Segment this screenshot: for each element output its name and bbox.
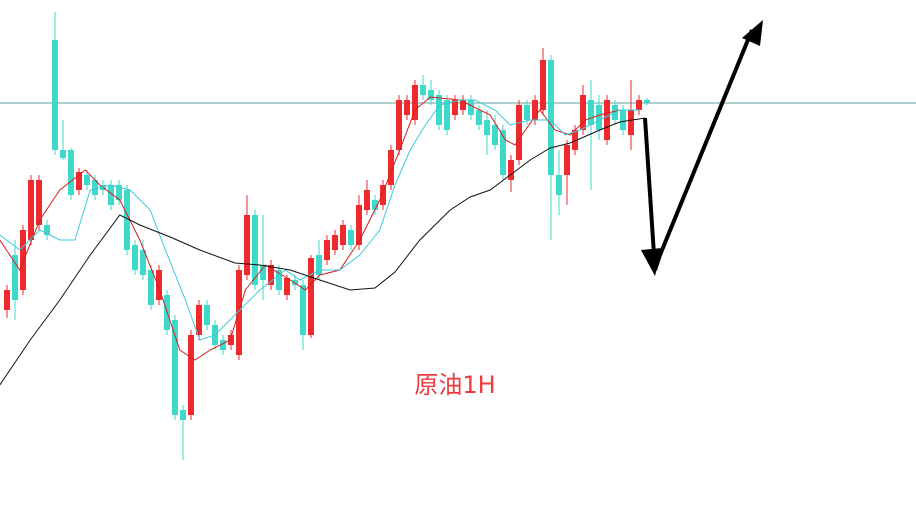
candle-body: [108, 185, 114, 205]
candle-body: [52, 40, 58, 150]
candle-body: [588, 100, 594, 125]
candle-body: [452, 100, 458, 115]
candle-body: [580, 95, 586, 130]
candle-body: [332, 235, 338, 250]
arrow-path: [643, 29, 754, 271]
candle-body: [4, 290, 10, 310]
candle-body: [308, 258, 314, 335]
candle-body: [156, 270, 162, 300]
candle-body: [484, 120, 490, 135]
candle-body: [172, 320, 178, 415]
candle-body: [532, 100, 538, 120]
candle-body: [148, 270, 154, 305]
candle-body: [20, 230, 26, 290]
candle-body: [540, 60, 546, 110]
candle-body: [84, 175, 90, 185]
candle-body: [132, 245, 138, 270]
candle-body: [476, 110, 482, 125]
candle-body: [364, 190, 370, 210]
candle-body: [292, 280, 298, 285]
candle-body: [28, 180, 34, 240]
candle-body: [12, 255, 18, 300]
candle-body: [444, 100, 450, 130]
candle-body: [76, 172, 82, 190]
candle-body: [548, 60, 554, 175]
candle-body: [412, 85, 418, 120]
candle-body: [140, 250, 146, 275]
candle-body: [628, 110, 634, 135]
candle-body: [204, 305, 210, 325]
arrow-head-down: [641, 248, 662, 276]
candle-body: [356, 205, 362, 245]
candle-body: [324, 240, 330, 260]
candle-body: [260, 265, 266, 280]
plot: [0, 12, 916, 460]
candle-body: [284, 278, 290, 295]
candle-body: [572, 130, 578, 150]
candle-body: [244, 215, 250, 275]
candle-body: [116, 185, 122, 200]
moving-average: [0, 99, 640, 341]
candle-body: [524, 105, 530, 120]
candle-body: [268, 265, 274, 285]
candle-body: [252, 215, 258, 285]
candle-body: [44, 225, 50, 235]
candle-body: [36, 180, 42, 225]
candle-body: [396, 100, 402, 150]
candle-body: [516, 105, 522, 160]
candle-body: [316, 255, 322, 275]
candle-body: [636, 100, 642, 110]
candle-body: [404, 100, 410, 115]
candle-body: [348, 230, 354, 245]
candle-body: [508, 160, 514, 180]
moving-average: [0, 96, 640, 361]
candle-body: [620, 110, 626, 130]
candle-body: [492, 125, 498, 145]
candle-body: [428, 90, 434, 100]
candle-body: [388, 150, 394, 185]
moving-average: [0, 117, 646, 386]
candle-body: [276, 270, 282, 290]
candle-body: [460, 100, 466, 110]
candle-body: [228, 335, 234, 345]
candle-body: [124, 190, 130, 250]
candle-body: [60, 150, 66, 158]
candle-body: [220, 340, 226, 350]
candle-body: [300, 285, 306, 335]
candle-body: [188, 335, 194, 415]
candle-body: [420, 85, 426, 95]
candle-body: [68, 150, 74, 195]
candle-body: [380, 185, 386, 205]
candle-body: [500, 130, 506, 175]
candle-body: [644, 100, 650, 103]
candle-body: [372, 200, 378, 210]
candle-body: [604, 100, 610, 140]
candle-body: [556, 175, 562, 195]
candle-body: [340, 225, 346, 245]
arrow-head-up: [742, 20, 763, 46]
annotation: 原油1H: [414, 371, 495, 399]
candle-body: [92, 180, 98, 195]
candle-body: [196, 305, 202, 335]
candle-body: [180, 410, 186, 420]
candle-body: [436, 95, 442, 125]
candle-body: [564, 145, 570, 175]
candle-body: [596, 105, 602, 130]
candle-body: [468, 100, 474, 115]
